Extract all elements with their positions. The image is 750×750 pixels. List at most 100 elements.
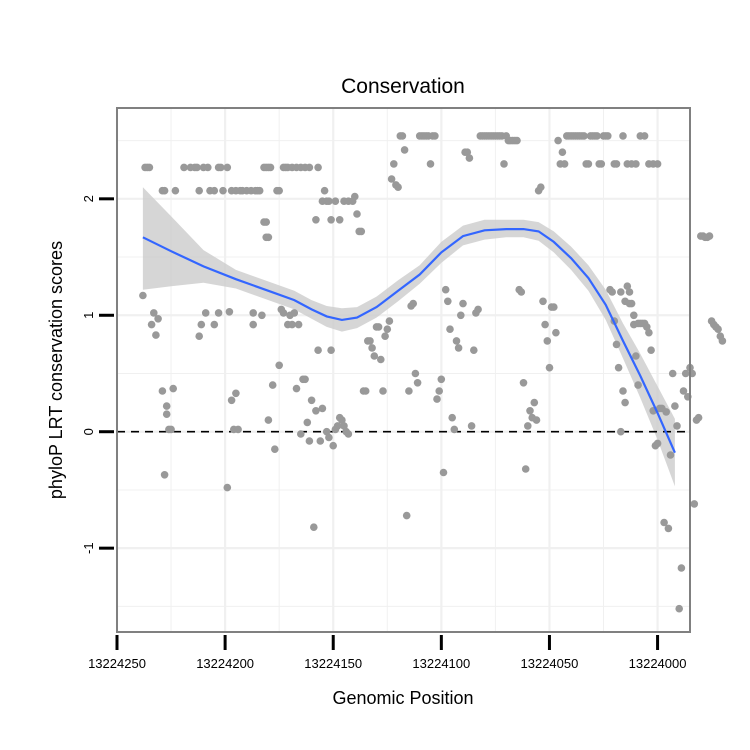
data-point: [517, 288, 526, 296]
y-tick-label: 2: [81, 195, 96, 202]
data-point: [150, 309, 158, 317]
data-point: [139, 291, 147, 300]
data-point: [223, 483, 232, 492]
data-point: [645, 328, 653, 337]
data-point: [411, 369, 420, 378]
data-point: [314, 163, 322, 172]
data-point: [325, 197, 333, 205]
data-point: [398, 132, 407, 140]
data-point: [560, 160, 569, 168]
data-point: [312, 407, 320, 415]
data-point: [353, 210, 361, 218]
data-point: [580, 132, 588, 140]
data-point: [446, 325, 454, 334]
data-point: [552, 328, 560, 337]
data-point: [201, 309, 210, 317]
data-point: [558, 148, 567, 156]
data-point: [668, 369, 677, 378]
data-point: [444, 297, 452, 306]
data-point: [500, 160, 508, 168]
data-point: [264, 233, 273, 242]
panel-border: [116, 107, 691, 633]
data-point: [625, 299, 634, 308]
data-point: [474, 305, 482, 314]
data-point: [160, 471, 169, 479]
data-point: [521, 465, 530, 473]
data-point: [303, 418, 312, 427]
data-point: [275, 361, 284, 370]
data-point: [519, 379, 528, 387]
data-point: [318, 404, 327, 413]
data-point: [381, 332, 389, 341]
data-point: [450, 425, 459, 434]
data-point: [621, 398, 629, 407]
data-point: [162, 410, 171, 419]
data-point: [297, 430, 305, 438]
data-point: [409, 299, 418, 308]
data-point: [714, 325, 722, 334]
data-point: [357, 227, 366, 236]
data-point: [160, 186, 169, 195]
data-point: [532, 416, 541, 424]
data-point: [305, 163, 314, 172]
data-point: [331, 197, 340, 205]
data-point: [705, 232, 714, 240]
data-point: [351, 192, 359, 201]
data-point: [219, 186, 227, 195]
data-point: [325, 433, 333, 442]
data-point: [288, 320, 296, 329]
data-point: [439, 468, 448, 477]
data-point: [329, 441, 338, 450]
x-tick-label: 13224000: [629, 656, 687, 671]
data-point: [632, 352, 640, 360]
data-point: [147, 320, 156, 329]
data-point: [537, 183, 545, 191]
data-point: [312, 216, 320, 224]
data-point: [227, 396, 236, 405]
data-point: [666, 451, 675, 459]
data-point: [327, 216, 335, 224]
data-point: [426, 160, 435, 168]
data-point: [322, 427, 331, 436]
data-point: [653, 439, 662, 448]
data-point: [169, 384, 177, 393]
data-point: [612, 160, 621, 168]
data-point: [275, 186, 284, 195]
data-point: [327, 346, 335, 355]
data-point: [223, 163, 232, 172]
data-point: [675, 604, 683, 613]
data-point: [433, 395, 441, 403]
data-point: [643, 323, 651, 331]
data-point: [383, 325, 392, 334]
data-point: [441, 285, 450, 294]
data-point: [335, 216, 344, 224]
data-point: [545, 363, 554, 372]
data-point: [459, 299, 467, 308]
data-point: [619, 132, 627, 140]
data-point: [152, 331, 160, 339]
data-point: [448, 413, 457, 422]
data-point: [264, 416, 273, 424]
data-point: [634, 381, 642, 389]
data-point: [413, 379, 422, 387]
data-point: [214, 309, 223, 317]
data-point: [154, 315, 162, 323]
data-point: [290, 309, 299, 317]
data-point: [167, 425, 175, 434]
data-point: [368, 344, 376, 352]
data-point: [619, 387, 627, 395]
data-point: [394, 183, 402, 191]
data-point: [338, 416, 346, 424]
data-point: [385, 317, 394, 325]
data-point: [310, 523, 318, 531]
data-point: [526, 407, 534, 415]
data-point: [539, 297, 547, 306]
data-point: [604, 132, 612, 140]
x-tick-label: 13224050: [521, 656, 579, 671]
chart-title: Conservation: [341, 75, 465, 98]
data-point: [431, 132, 439, 140]
data-point: [225, 308, 234, 316]
data-point: [301, 375, 309, 384]
data-point: [617, 288, 625, 296]
